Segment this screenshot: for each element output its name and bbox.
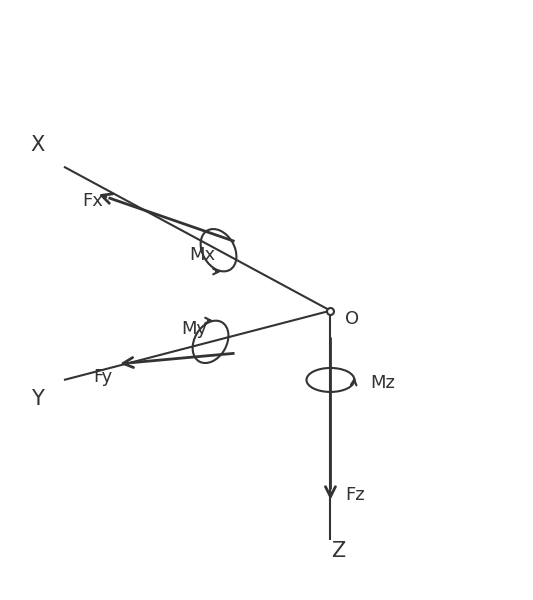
Text: Y: Y [31,389,44,409]
Text: Z: Z [332,541,345,560]
Text: O: O [345,310,360,328]
Text: Mx: Mx [189,245,215,263]
Text: X: X [30,136,44,155]
Text: Fx: Fx [83,193,103,211]
Text: Fz: Fz [345,485,365,503]
Text: Mz: Mz [370,374,395,392]
Text: My: My [181,320,207,338]
Text: Fy: Fy [93,368,112,386]
